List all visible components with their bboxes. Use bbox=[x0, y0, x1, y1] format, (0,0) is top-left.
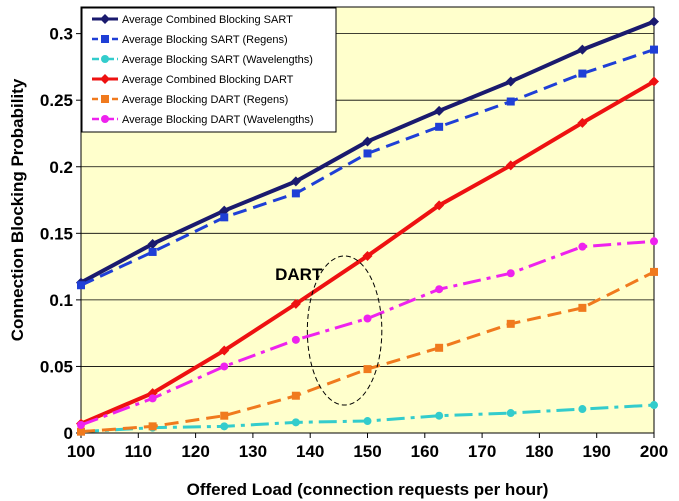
data-point bbox=[362, 250, 373, 261]
x-axis-title: Offered Load (connection requests per ho… bbox=[187, 480, 549, 499]
y-tick-label: 0.05 bbox=[40, 357, 73, 376]
annotation-label: DART bbox=[275, 265, 323, 284]
x-tick-label: 120 bbox=[181, 442, 209, 461]
series-line bbox=[80, 239, 655, 427]
data-point bbox=[650, 401, 658, 410]
data-point bbox=[100, 74, 110, 84]
legend-box bbox=[81, 7, 337, 133]
legend-label: Average Blocking SART (Wavelengths) bbox=[122, 54, 313, 66]
data-point bbox=[435, 122, 444, 131]
data-point bbox=[362, 136, 373, 147]
y-tick-label: 0.25 bbox=[40, 91, 73, 110]
data-point bbox=[147, 238, 158, 249]
data-point bbox=[506, 319, 515, 328]
series-6 bbox=[77, 237, 658, 430]
data-point bbox=[363, 365, 372, 374]
y-tick-label: 0.1 bbox=[49, 291, 73, 310]
x-tick-label: 110 bbox=[125, 442, 152, 461]
x-tick-label: 180 bbox=[525, 442, 553, 461]
data-point bbox=[101, 115, 109, 123]
legend-label: Average Blocking SART (Regens) bbox=[122, 34, 288, 46]
data-point bbox=[649, 16, 659, 27]
data-point bbox=[291, 335, 300, 344]
data-point bbox=[100, 14, 110, 24]
data-point bbox=[290, 176, 301, 187]
data-point bbox=[435, 285, 444, 294]
x-tick-label: 170 bbox=[468, 442, 496, 461]
data-point bbox=[506, 97, 515, 106]
data-point bbox=[578, 69, 587, 78]
data-point bbox=[434, 105, 445, 116]
y-tick-label: 0 bbox=[64, 424, 73, 443]
data-point bbox=[219, 205, 230, 216]
data-point bbox=[505, 76, 516, 87]
data-point bbox=[148, 394, 157, 403]
x-tick-label: 100 bbox=[67, 442, 95, 461]
data-point bbox=[220, 422, 229, 431]
data-point bbox=[649, 76, 659, 87]
data-point bbox=[77, 427, 85, 436]
y-tick-label: 0.15 bbox=[40, 224, 73, 243]
data-point bbox=[220, 411, 229, 420]
legend-label: Average Combined Blocking SART bbox=[122, 14, 293, 26]
data-point bbox=[435, 343, 444, 352]
data-point bbox=[434, 200, 445, 211]
legend-label: Average Combined Blocking DART bbox=[122, 74, 294, 86]
data-point bbox=[506, 269, 515, 278]
data-point bbox=[101, 55, 109, 63]
x-tick-label: 190 bbox=[583, 442, 611, 461]
y-tick-label: 0.2 bbox=[49, 158, 73, 177]
data-point bbox=[363, 417, 372, 426]
data-point bbox=[650, 237, 658, 246]
x-tick-label: 130 bbox=[239, 442, 267, 461]
data-point bbox=[578, 242, 587, 251]
data-point bbox=[363, 314, 372, 323]
data-point bbox=[506, 409, 515, 418]
data-point bbox=[577, 117, 588, 128]
x-tick-label: 150 bbox=[353, 442, 381, 461]
data-point bbox=[291, 391, 300, 400]
series-3 bbox=[77, 401, 658, 436]
data-point bbox=[650, 267, 658, 276]
series-5 bbox=[77, 267, 658, 436]
x-tick-label: 200 bbox=[640, 442, 668, 461]
series-1 bbox=[76, 16, 659, 288]
annotations: DART bbox=[275, 255, 383, 406]
data-point bbox=[101, 35, 109, 43]
data-point bbox=[291, 189, 300, 198]
dart-ellipse bbox=[306, 255, 383, 406]
y-tick-label: 0.3 bbox=[49, 25, 73, 44]
data-point bbox=[219, 345, 230, 356]
data-point bbox=[578, 303, 587, 312]
data-point bbox=[220, 362, 229, 371]
data-point bbox=[363, 149, 372, 158]
data-point bbox=[435, 411, 444, 420]
data-point bbox=[77, 421, 85, 430]
data-point bbox=[578, 405, 587, 414]
legend: Average Combined Blocking SART Average Bl… bbox=[81, 7, 337, 133]
data-point bbox=[148, 422, 157, 431]
data-point bbox=[77, 281, 85, 290]
data-point bbox=[577, 44, 588, 55]
data-point bbox=[148, 247, 157, 256]
data-point bbox=[101, 95, 109, 103]
data-point bbox=[290, 298, 301, 309]
series-lines bbox=[76, 16, 659, 436]
data-point bbox=[505, 160, 516, 171]
data-point bbox=[220, 213, 229, 222]
series-2 bbox=[77, 45, 658, 290]
data-point bbox=[291, 418, 300, 427]
legend-label: Average Blocking DART (Regens) bbox=[122, 94, 288, 106]
legend-label: Average Blocking DART (Wavelengths) bbox=[122, 114, 314, 126]
x-tick-label: 160 bbox=[411, 442, 439, 461]
y-axis-title: Connection Blocking Probability bbox=[8, 78, 27, 341]
data-point bbox=[650, 45, 658, 54]
axes: 0 0.05 0.1 0.15 0.2 0.25 0.3 100 110 120 130 140 150… bbox=[40, 25, 668, 461]
x-tick-label: 140 bbox=[296, 442, 324, 461]
